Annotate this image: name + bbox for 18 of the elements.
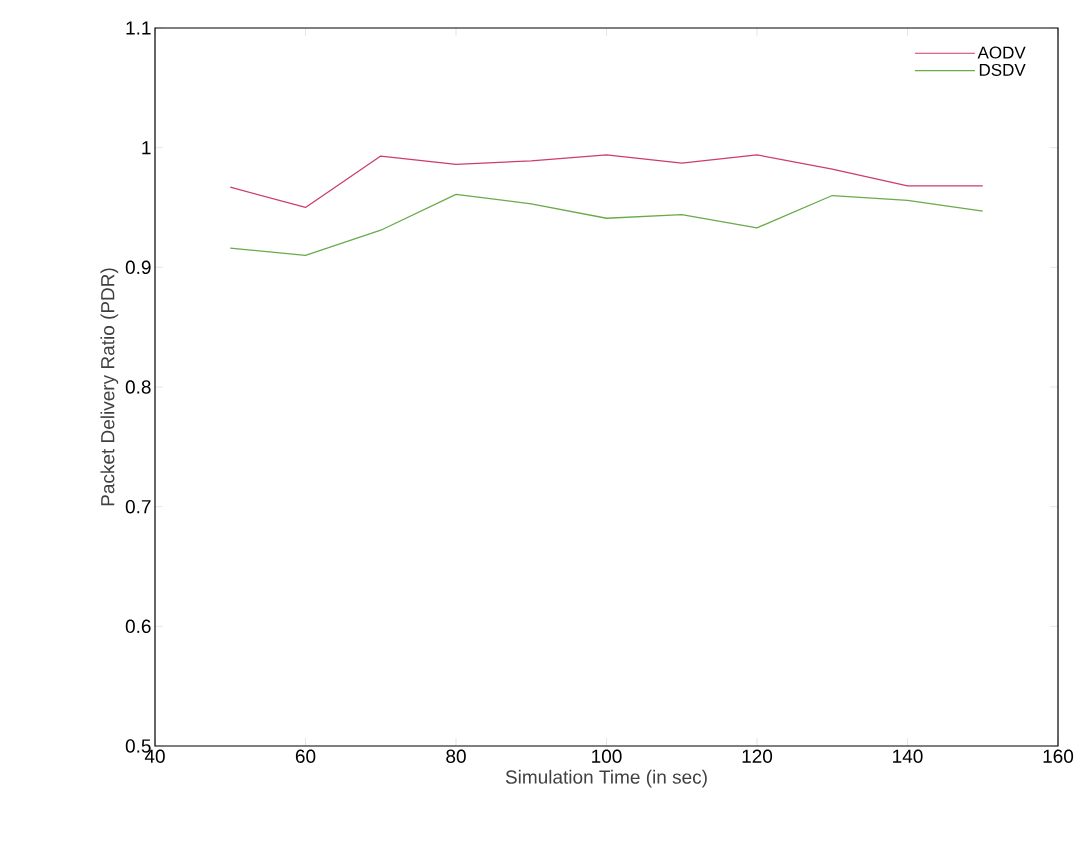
y-axis-title: Packet Delivery Ratio (PDR): [100, 268, 119, 506]
x-axis-title: Simulation Time (in sec): [505, 769, 707, 788]
x-tick-label: 120: [742, 749, 773, 763]
x-tick-label: 80: [446, 749, 466, 763]
y-tick-label: 0.9: [125, 260, 151, 275]
x-tick-label: 160: [1043, 749, 1074, 763]
legend-label: DSDV: [979, 63, 1026, 76]
y-tick-label: 1.1: [126, 21, 151, 35]
y-tick-label: 1: [142, 141, 151, 155]
x-tick-label: 140: [893, 749, 923, 763]
y-tick-label: 0.8: [125, 380, 151, 394]
line-series: [229, 154, 984, 209]
y-tick-label: 0.6: [125, 619, 151, 634]
line-series: [229, 193, 984, 257]
y-tick-label: 0.7: [125, 499, 151, 514]
x-tick-label: 60: [295, 749, 316, 763]
legend-label: AODV: [977, 46, 1026, 59]
x-tick-label: 100: [592, 749, 622, 763]
